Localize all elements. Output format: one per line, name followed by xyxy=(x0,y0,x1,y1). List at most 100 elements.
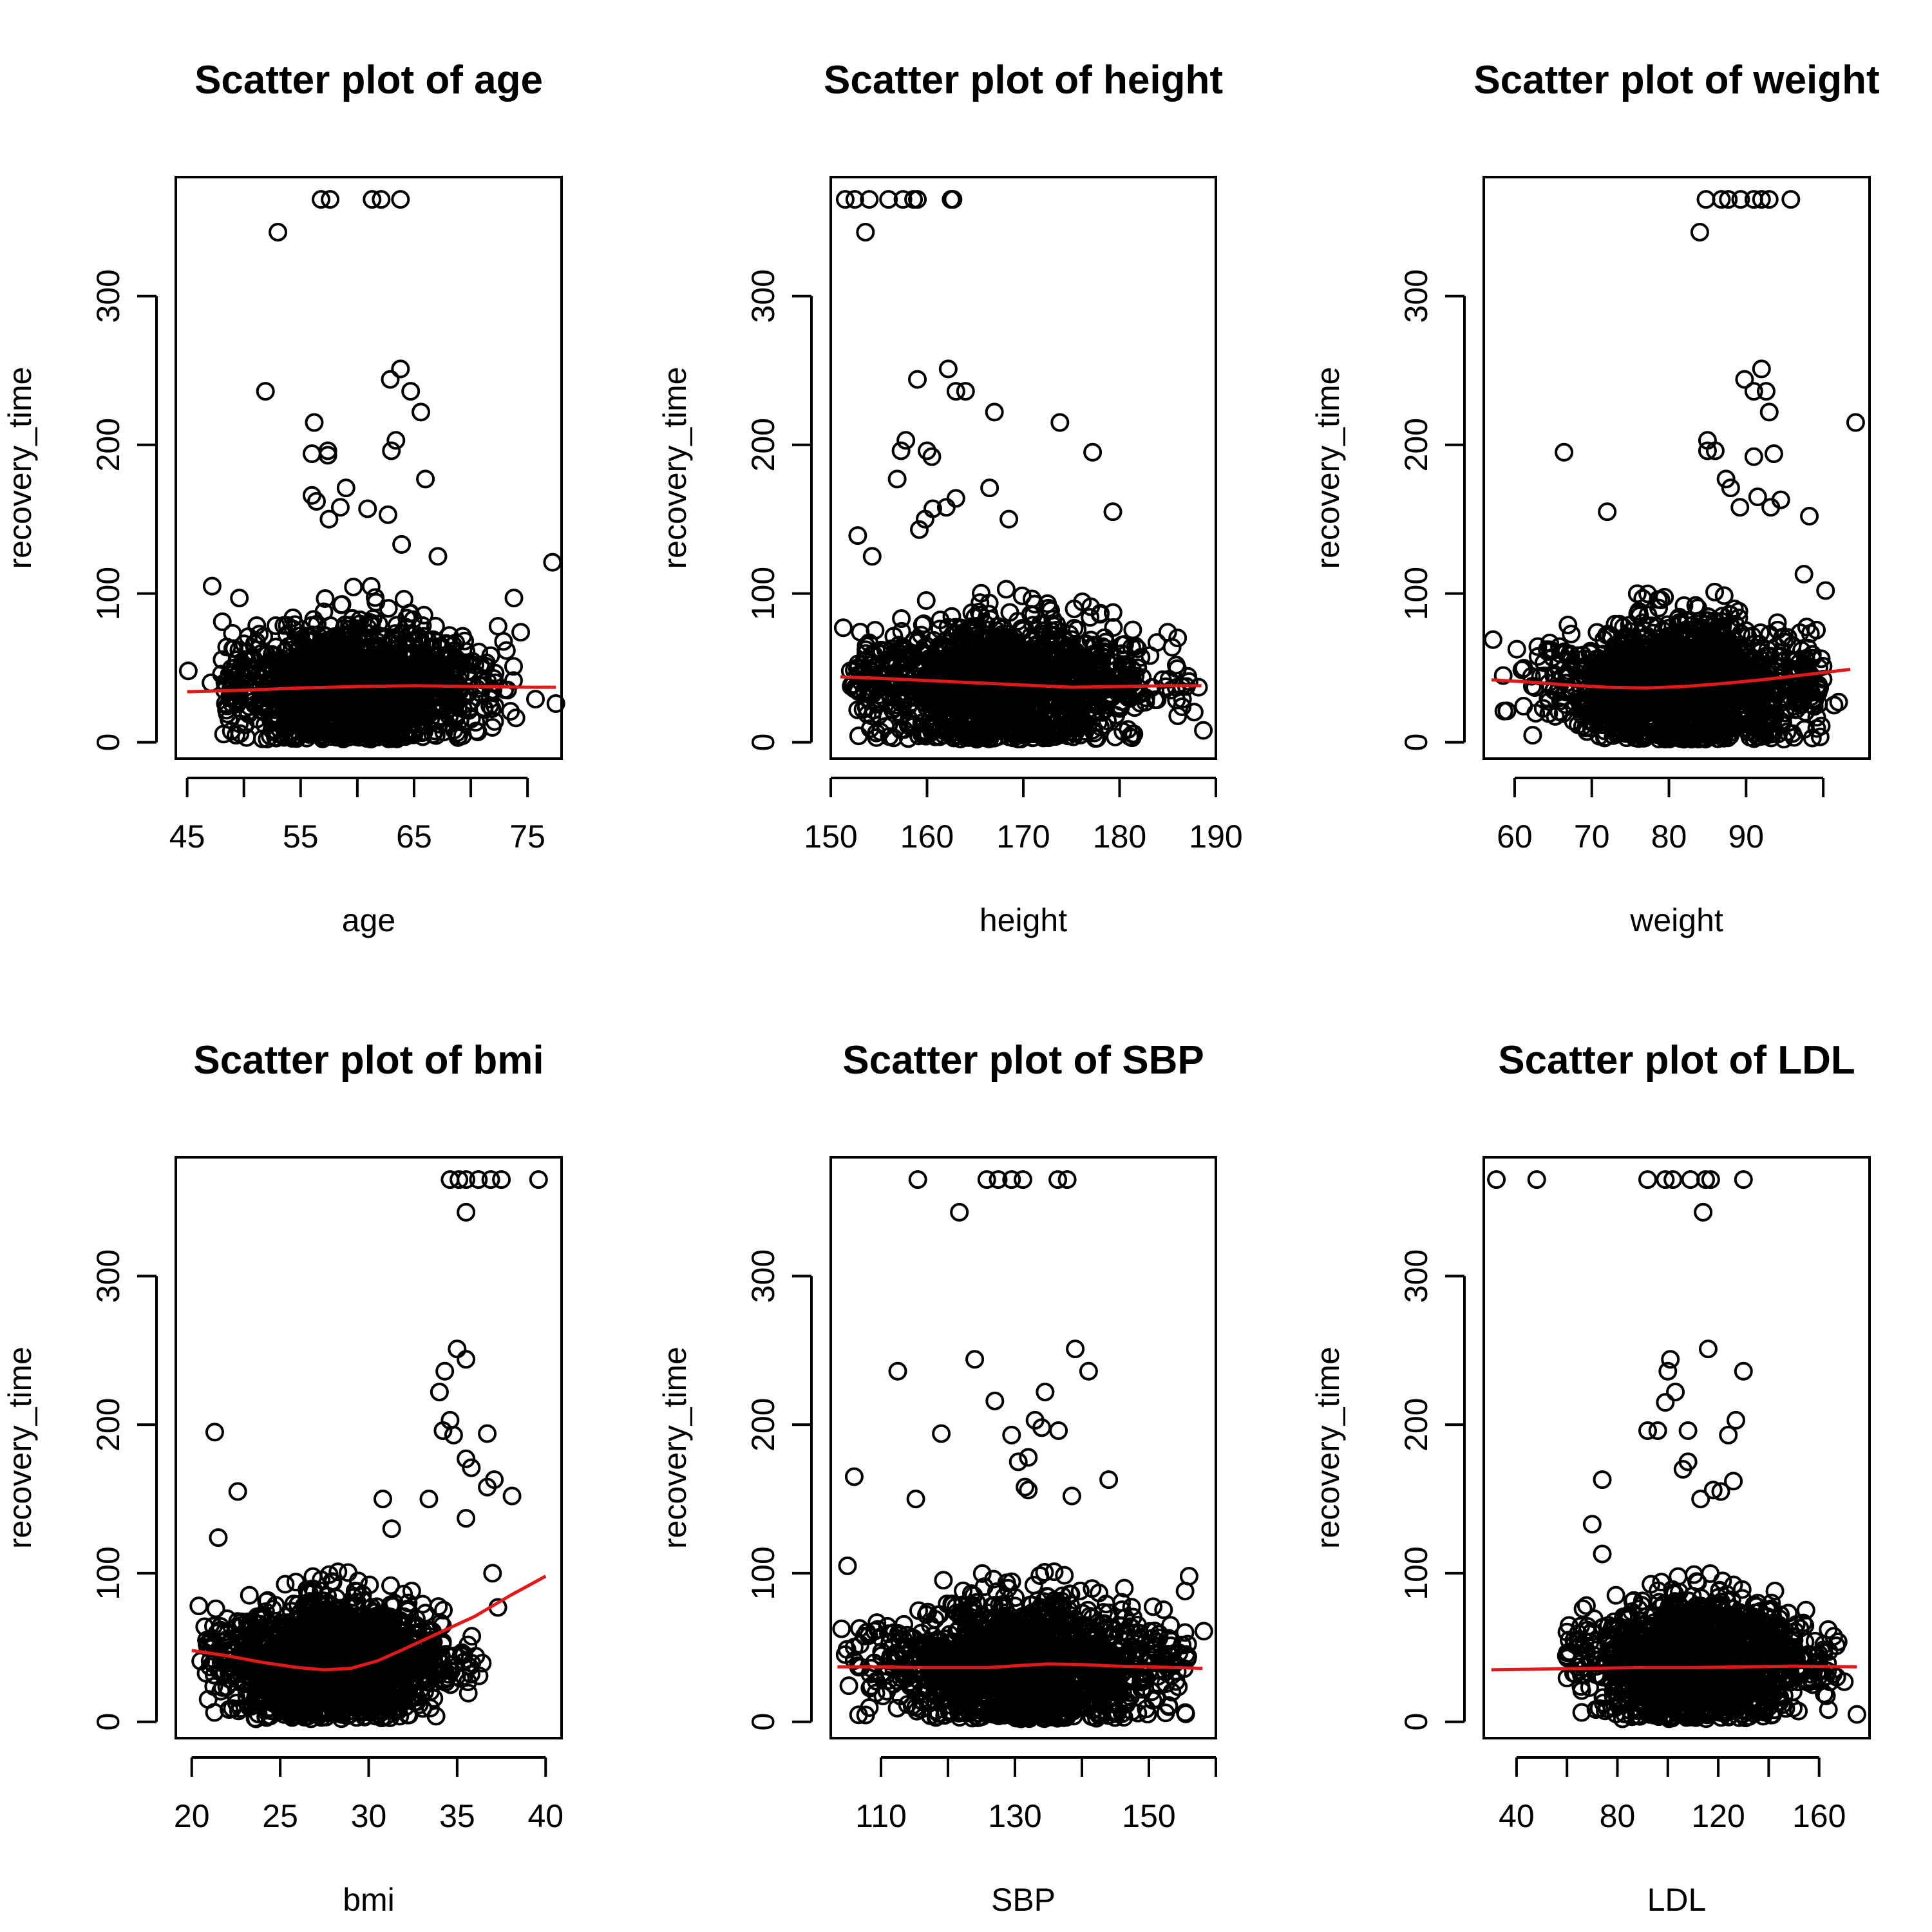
y-axis-label: recovery_time xyxy=(2,367,38,569)
data-point xyxy=(256,382,275,401)
data-point xyxy=(1555,442,1574,462)
x-axis-label: height xyxy=(980,902,1067,938)
data-point xyxy=(336,478,355,498)
y-tick-label: 200 xyxy=(90,1398,126,1452)
data-point xyxy=(230,589,249,608)
data-point xyxy=(316,589,335,608)
data-point xyxy=(488,616,507,636)
y-tick-label: 100 xyxy=(1398,567,1434,620)
data-point xyxy=(269,222,288,242)
data-point xyxy=(1824,696,1844,715)
data-point xyxy=(504,589,524,608)
data-point xyxy=(386,431,406,450)
data-point xyxy=(1523,726,1542,745)
y-tick-label: 0 xyxy=(90,1713,126,1731)
y-tick-label: 0 xyxy=(90,734,126,752)
data-point xyxy=(1562,625,1581,644)
data-point xyxy=(916,591,936,610)
data-point xyxy=(833,618,853,638)
data-point xyxy=(1514,697,1533,716)
data-point xyxy=(404,633,424,652)
data-point xyxy=(416,469,435,489)
data-point xyxy=(358,499,377,518)
data-point xyxy=(330,498,350,517)
data-point xyxy=(848,526,867,545)
data-point xyxy=(511,623,531,642)
data-point xyxy=(849,726,868,746)
data-point xyxy=(980,478,999,498)
data-point xyxy=(543,553,562,572)
data-point xyxy=(391,359,410,379)
y-axis-label: recovery_time xyxy=(1310,367,1346,569)
data-point xyxy=(305,413,324,432)
data-point xyxy=(1800,507,1819,526)
data-point xyxy=(497,641,516,660)
data-point xyxy=(1050,413,1070,432)
x-tick-label: 90 xyxy=(1728,819,1765,855)
panel-title: Scatter plot of bmi xyxy=(193,1038,544,1083)
data-point xyxy=(302,444,321,464)
data-point xyxy=(392,535,412,554)
x-tick-label: 35 xyxy=(439,1798,475,1834)
y-tick-label: 200 xyxy=(745,418,781,471)
x-tick-label: 190 xyxy=(1189,819,1242,855)
data-points xyxy=(178,190,565,749)
data-point xyxy=(1730,498,1750,517)
data-point xyxy=(1103,502,1122,522)
data-points xyxy=(189,1170,548,1728)
data-point xyxy=(956,382,975,401)
data-point xyxy=(466,713,486,732)
data-point xyxy=(1705,582,1725,601)
x-tick-label: 60 xyxy=(1497,819,1533,855)
data-points xyxy=(833,190,1213,749)
data-point xyxy=(202,576,222,596)
data-point xyxy=(401,382,421,401)
y-tick-label: 300 xyxy=(90,269,126,323)
data-point xyxy=(1558,615,1578,634)
y-tick-label: 0 xyxy=(745,734,781,752)
data-point xyxy=(985,402,1004,422)
data-point xyxy=(1781,190,1801,209)
data-point xyxy=(1759,402,1779,422)
data-point xyxy=(1744,447,1763,466)
data-point xyxy=(266,616,285,635)
x-tick-label: 170 xyxy=(996,819,1050,855)
data-point xyxy=(938,359,958,379)
data-point xyxy=(526,690,545,709)
data-point xyxy=(494,632,513,651)
data-point xyxy=(908,370,927,389)
data-point xyxy=(391,190,410,209)
data-point xyxy=(225,639,244,658)
y-tick-label: 100 xyxy=(90,1546,126,1600)
data-point xyxy=(1507,639,1526,659)
data-point xyxy=(218,705,237,724)
x-tick-label: 70 xyxy=(1574,819,1610,855)
x-tick-label: 55 xyxy=(283,819,319,855)
y-tick-label: 200 xyxy=(90,418,126,471)
x-tick-label: 160 xyxy=(900,819,954,855)
y-tick-label: 300 xyxy=(90,1249,126,1303)
data-point xyxy=(1194,721,1213,740)
data-point xyxy=(344,577,363,596)
y-tick-label: 100 xyxy=(90,567,126,620)
y-tick-label: 300 xyxy=(1398,269,1434,323)
x-tick-label: 75 xyxy=(509,819,545,855)
y-axis-label: recovery_time xyxy=(2,1347,38,1549)
x-tick-label: 180 xyxy=(1093,819,1146,855)
data-point xyxy=(1816,581,1835,600)
data-point xyxy=(1022,589,1041,609)
data-point xyxy=(382,441,401,460)
panel-title: Scatter plot of height xyxy=(824,58,1223,102)
data-points xyxy=(1483,190,1865,749)
x-tick-label: 25 xyxy=(262,1798,298,1834)
data-point xyxy=(412,402,431,422)
x-tick-label: 40 xyxy=(527,1798,564,1834)
y-tick-label: 100 xyxy=(745,567,781,620)
data-point xyxy=(1598,502,1617,522)
data-point xyxy=(996,580,1016,599)
data-point xyxy=(1764,444,1783,464)
data-point xyxy=(946,489,965,508)
